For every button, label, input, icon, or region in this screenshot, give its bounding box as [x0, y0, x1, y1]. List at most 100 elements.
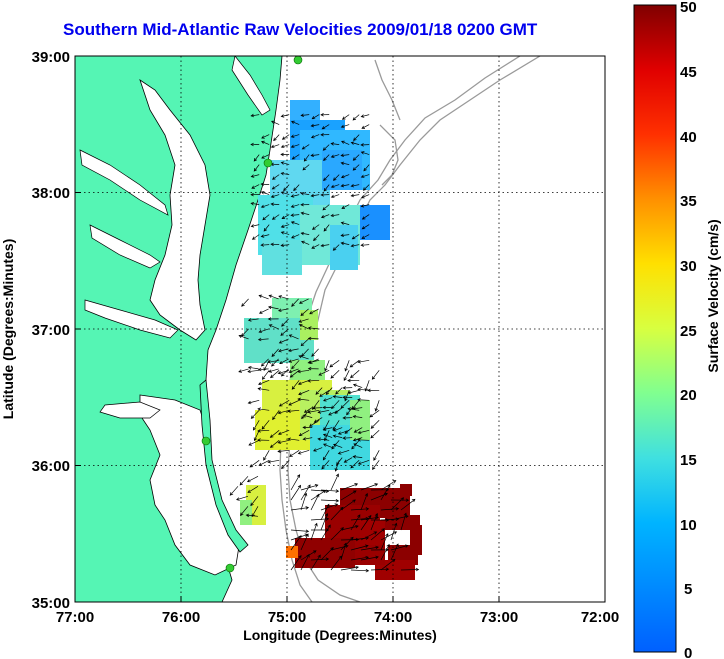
- velocity-arrow: [250, 192, 260, 197]
- velocity-arrow: [300, 211, 310, 216]
- velocity-arrow: [340, 241, 350, 246]
- velocity-arrow: [267, 459, 280, 464]
- velocity-arrow: [341, 204, 350, 209]
- velocity-arrow: [330, 527, 344, 541]
- velocity-arrow: [343, 370, 350, 382]
- velocity-arrow: [340, 542, 347, 561]
- velocity-arrow: [323, 174, 330, 182]
- velocity-arrow: [300, 308, 309, 316]
- velocity-arrow: [250, 201, 260, 206]
- velocity-arrow: [258, 328, 269, 334]
- velocity-arrow: [330, 473, 339, 491]
- colorbar-tick-label: 5: [684, 581, 692, 598]
- velocity-arrow: [251, 234, 260, 240]
- velocity-arrow: [320, 524, 331, 541]
- velocity-arrow: [321, 460, 330, 470]
- velocity-arrow: [357, 359, 370, 364]
- velocity-arrow: [239, 476, 249, 486]
- x-tick-labels: 77:00 76:00 75:00 74:00 73:00 72:00: [56, 609, 619, 626]
- velocity-arrow: [280, 243, 290, 248]
- velocity-arrow: [380, 480, 397, 491]
- velocity-arrow: [360, 174, 370, 179]
- velocity-arrow: [330, 142, 340, 146]
- velocity-arrow: [280, 224, 290, 228]
- velocity-arrow: [340, 161, 350, 166]
- velocity-arrow: [277, 409, 290, 415]
- velocity-arrow: [352, 414, 363, 419]
- velocity-arrow: [340, 565, 360, 571]
- velocity-arrow: [360, 114, 370, 118]
- velocity-arrow: [367, 388, 380, 393]
- velocity-arrow: [332, 434, 343, 438]
- velocity-arrow: [247, 365, 259, 370]
- velocity-arrow: [257, 407, 270, 411]
- velocity-arrow: [271, 184, 280, 190]
- velocity-arrow: [362, 184, 370, 191]
- velocity-arrow: [315, 387, 323, 395]
- velocity-arrow: [263, 224, 270, 232]
- velocity-arrow: [247, 318, 259, 322]
- velocity-arrow: [290, 474, 301, 491]
- velocity-arrow: [340, 524, 359, 531]
- velocity-arrow: [330, 506, 344, 521]
- velocity-arrow: [303, 407, 313, 413]
- velocity-arrow: [400, 567, 420, 572]
- colorbar-tick-label: 15: [680, 452, 697, 469]
- velocity-arrow: [313, 447, 323, 452]
- velocity-arrow: [320, 112, 330, 117]
- velocity-arrow: [290, 134, 300, 138]
- velocity-arrow: [290, 529, 310, 533]
- velocity-arrow: [353, 427, 363, 433]
- map-title: Southern Mid-Atlantic Raw Velocities 200…: [63, 20, 538, 39]
- velocity-arrow: [330, 370, 340, 379]
- velocity-arrow: [330, 213, 340, 218]
- velocity-arrow: [332, 244, 340, 251]
- velocity-arrow: [311, 244, 320, 249]
- velocity-arrow: [320, 513, 329, 531]
- velocity-arrow: [320, 546, 334, 561]
- velocity-arrow: [307, 336, 319, 341]
- velocity-arrow: [350, 460, 360, 469]
- velocity-arrow: [352, 383, 363, 388]
- velocity-arrow: [277, 449, 290, 454]
- velocity-arrow: [297, 449, 310, 455]
- velocity-arrow: [344, 427, 353, 434]
- velocity-arrow: [288, 399, 300, 406]
- velocity-arrow: [331, 400, 340, 410]
- velocity-arrow: [260, 204, 270, 209]
- colorbar-tick-label: 20: [680, 387, 697, 404]
- velocity-arrow: [291, 380, 300, 390]
- velocity-arrow: [289, 370, 300, 378]
- velocity-arrow: [310, 522, 318, 541]
- station-marker: [293, 56, 303, 65]
- velocity-arrow: [360, 545, 380, 551]
- velocity-arrow: [257, 438, 270, 442]
- velocity-arrow: [360, 243, 370, 247]
- velocity-arrow: [290, 221, 300, 225]
- velocity-arrow: [350, 568, 370, 573]
- velocity-arrow: [322, 433, 333, 438]
- chesapeake-bay: [139, 79, 211, 341]
- velocity-arrow: [290, 554, 302, 571]
- velocity-arrow: [260, 191, 270, 195]
- velocity-arrow: [352, 154, 360, 161]
- velocity-arrow: [260, 234, 270, 238]
- velocity-arrow: [361, 214, 370, 220]
- velocity-arrow: [340, 221, 350, 225]
- velocity-arrow: [260, 182, 270, 186]
- velocity-arrow: [400, 512, 407, 531]
- velocity-arrow: [287, 437, 300, 441]
- velocity-arrow: [320, 214, 330, 219]
- velocity-arrow: [301, 144, 310, 150]
- velocity-arrow: [267, 305, 279, 310]
- velocity-arrow: [363, 164, 370, 172]
- velocity-arrow: [288, 334, 299, 340]
- velocity-arrow: [340, 536, 354, 551]
- velocity-arrow: [267, 359, 280, 364]
- velocity-arrow: [301, 240, 310, 245]
- velocity-arrow: [287, 409, 300, 413]
- velocity-arrow: [340, 483, 359, 491]
- velocity-arrow: [330, 154, 340, 158]
- velocity-arrow: [300, 338, 309, 347]
